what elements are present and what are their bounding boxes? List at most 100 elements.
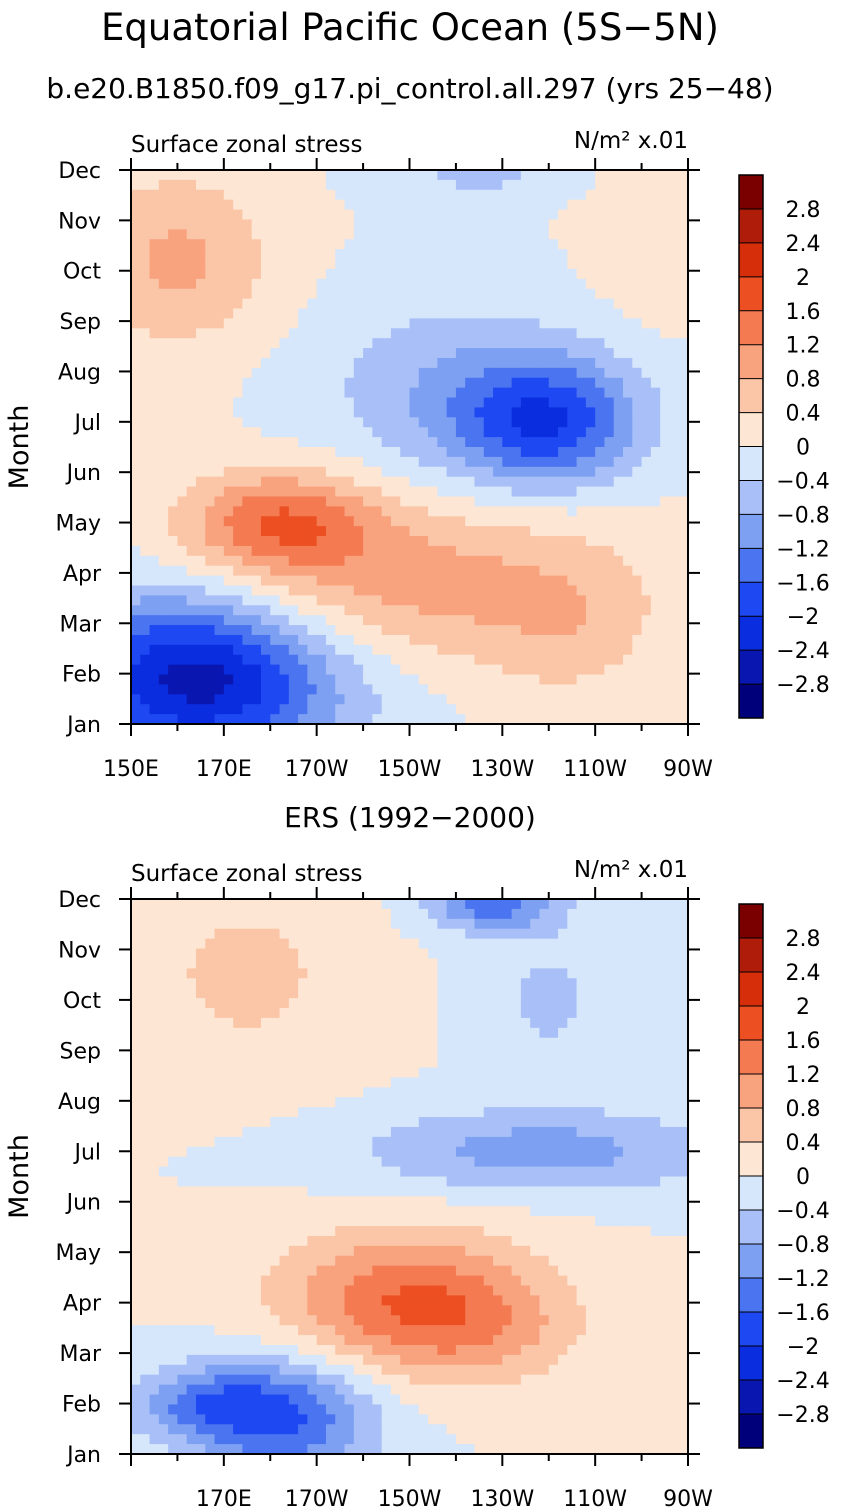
field-cell bbox=[650, 545, 661, 557]
field-cell bbox=[520, 318, 531, 329]
field-cell bbox=[483, 278, 494, 290]
field-cell bbox=[669, 377, 680, 389]
field-cell bbox=[233, 1047, 243, 1059]
field-cell bbox=[520, 654, 531, 666]
field-cell bbox=[446, 407, 457, 418]
field-cell bbox=[390, 427, 401, 438]
field-cell bbox=[455, 1047, 466, 1059]
field-cell bbox=[149, 506, 160, 517]
field-cell bbox=[140, 239, 151, 250]
field-cell bbox=[474, 427, 485, 438]
field-cell bbox=[632, 918, 643, 930]
field-cell bbox=[325, 437, 336, 448]
field-cell bbox=[260, 456, 271, 468]
field-cell bbox=[400, 1117, 411, 1128]
field-cell bbox=[233, 575, 243, 587]
field-cell bbox=[270, 239, 281, 250]
field-cell bbox=[474, 625, 485, 636]
field-cell bbox=[279, 526, 290, 537]
field-cell bbox=[446, 1037, 457, 1049]
field-cell bbox=[660, 1097, 671, 1108]
field-cell bbox=[233, 1126, 243, 1138]
field-cell bbox=[418, 968, 429, 979]
field-cell bbox=[251, 328, 262, 339]
field-cell bbox=[251, 189, 262, 201]
field-cell bbox=[372, 1126, 383, 1138]
field-cell bbox=[325, 575, 336, 587]
field-cell bbox=[520, 219, 531, 230]
field-cell bbox=[316, 348, 327, 359]
field-cell bbox=[493, 1017, 503, 1029]
field-cell bbox=[678, 1037, 689, 1049]
field-cell bbox=[446, 988, 457, 999]
field-cell bbox=[548, 239, 559, 250]
y-tick-label: Feb bbox=[62, 663, 101, 688]
field-cell bbox=[390, 634, 401, 646]
field-cell bbox=[520, 1017, 531, 1029]
field-cell bbox=[214, 318, 225, 329]
field-cell bbox=[205, 1057, 216, 1069]
field-cell bbox=[474, 1087, 485, 1098]
field-cell bbox=[335, 516, 346, 527]
field-cell bbox=[558, 654, 568, 666]
field-cell bbox=[474, 526, 485, 537]
field-cell bbox=[363, 625, 373, 636]
field-cell bbox=[158, 189, 169, 201]
field-cell bbox=[493, 1047, 503, 1059]
field-cell bbox=[325, 714, 336, 725]
field-cell bbox=[446, 219, 457, 230]
field-cell bbox=[363, 466, 373, 478]
field-cell bbox=[205, 1047, 216, 1059]
field-cell bbox=[641, 209, 652, 221]
field-cell bbox=[325, 625, 336, 636]
field-cell bbox=[678, 704, 689, 715]
field-cell bbox=[455, 308, 466, 319]
field-cell bbox=[465, 229, 476, 240]
field-cell bbox=[140, 496, 151, 507]
field-cell bbox=[502, 928, 513, 940]
field-cell bbox=[242, 189, 253, 201]
field-cell bbox=[233, 308, 243, 319]
field-cell bbox=[502, 625, 513, 636]
field-cell bbox=[465, 288, 476, 300]
field-cell bbox=[576, 928, 587, 940]
field-cell bbox=[428, 1097, 438, 1108]
field-cell bbox=[623, 437, 633, 448]
field-cell bbox=[465, 318, 476, 329]
field-cell bbox=[353, 278, 364, 290]
field-cell bbox=[372, 644, 383, 656]
field-cell bbox=[288, 615, 299, 626]
field-cell bbox=[344, 397, 355, 409]
field-cell bbox=[604, 536, 615, 547]
field-cell bbox=[279, 318, 290, 329]
field-cell bbox=[678, 664, 689, 676]
field-cell bbox=[344, 1117, 355, 1128]
field-cell bbox=[530, 229, 541, 240]
field-cell bbox=[567, 447, 578, 458]
field-cell bbox=[270, 189, 281, 201]
field-cell bbox=[623, 1107, 633, 1118]
field-cell bbox=[195, 615, 206, 626]
field-cell bbox=[409, 948, 420, 960]
field-cell bbox=[465, 348, 476, 359]
field-cell bbox=[372, 978, 383, 989]
field-cell bbox=[623, 199, 633, 211]
field-cell bbox=[678, 239, 689, 250]
field-cell bbox=[372, 466, 383, 478]
field-cell bbox=[604, 654, 615, 666]
field-cell bbox=[641, 437, 652, 448]
field-cell bbox=[446, 229, 457, 240]
field-cell bbox=[298, 1047, 308, 1059]
field-cell bbox=[298, 674, 308, 686]
field-cell bbox=[353, 536, 364, 547]
field-cell bbox=[298, 219, 308, 230]
field-cell bbox=[558, 1077, 568, 1088]
field-cell bbox=[558, 595, 568, 606]
field-cell bbox=[214, 1107, 225, 1118]
field-cell bbox=[223, 694, 234, 705]
field-cell bbox=[409, 456, 420, 468]
field-cell bbox=[641, 605, 652, 616]
field-cell bbox=[381, 476, 392, 488]
field-cell bbox=[158, 397, 169, 409]
field-cell bbox=[251, 387, 262, 399]
